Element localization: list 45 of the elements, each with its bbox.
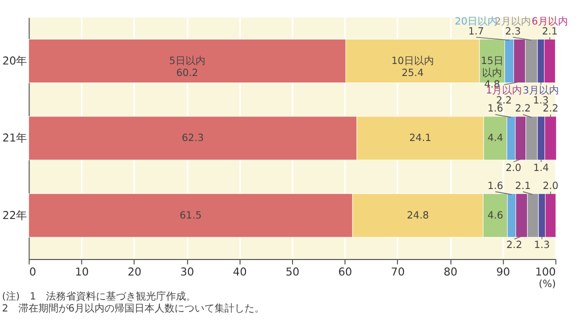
data-label: 1.7 (468, 26, 484, 38)
x-tick-label: 10 (74, 265, 89, 278)
text: (注) 1 法務省資料に基づき観光庁作成。 (2, 290, 196, 303)
data-label: 62.3 (182, 133, 204, 144)
y-tick-label: 22年 (2, 208, 28, 222)
data-label: 1.4 (533, 162, 549, 174)
data-label: 25.4 (402, 68, 424, 79)
x-tick-label: 100 (535, 265, 556, 278)
data-label: 2.0 (542, 180, 558, 192)
data-label: 2.0 (506, 162, 522, 174)
data-label: 4.4 (487, 133, 504, 144)
x-tick-label: 30 (180, 265, 194, 278)
series-label: 2月以内 (494, 15, 532, 28)
x-tick-label: 60 (338, 265, 352, 278)
x-axis-title: (%) (538, 279, 556, 290)
series-label: 1月以内 (486, 84, 522, 97)
series-label: 3月以内 (522, 84, 559, 97)
x-tick-label: 0 (29, 265, 36, 278)
series-label: 10日以内 (391, 54, 434, 67)
x-tick-label: 70 (390, 265, 405, 278)
x-tick-label: 50 (286, 265, 300, 278)
data-label: 61.5 (180, 210, 202, 222)
series-label: 6月以内 (532, 15, 568, 28)
y-tick-label: 20年 (2, 54, 28, 68)
y-tick-label: 21年 (2, 132, 28, 145)
data-label: 60.2 (176, 68, 198, 79)
data-label: 2.2 (515, 104, 531, 115)
series-label: 15日以内 (480, 56, 504, 79)
data-label: 2.2 (506, 240, 522, 252)
data-label: 2.3 (505, 26, 521, 38)
series-label: 5日以内 (169, 54, 206, 67)
data-label: 1.3 (534, 240, 550, 252)
data-label: 24.8 (406, 210, 429, 222)
x-tick-label: 20 (128, 265, 142, 278)
data-label: 2.1 (515, 180, 531, 192)
data-label: 2.1 (542, 26, 558, 38)
x-tick-label: 80 (444, 265, 458, 278)
data-label: 24.1 (409, 133, 432, 144)
data-label: 2.2 (542, 104, 558, 115)
text: 2 滞在期間が6月以内の帰国日本人数について集計した。 (2, 302, 265, 314)
data-label: 1.6 (487, 180, 504, 192)
data-label: 4.6 (487, 210, 504, 222)
x-tick-label: 40 (232, 265, 247, 278)
x-tick-label: 90 (496, 265, 510, 278)
series-label: 20日以内 (454, 15, 498, 28)
